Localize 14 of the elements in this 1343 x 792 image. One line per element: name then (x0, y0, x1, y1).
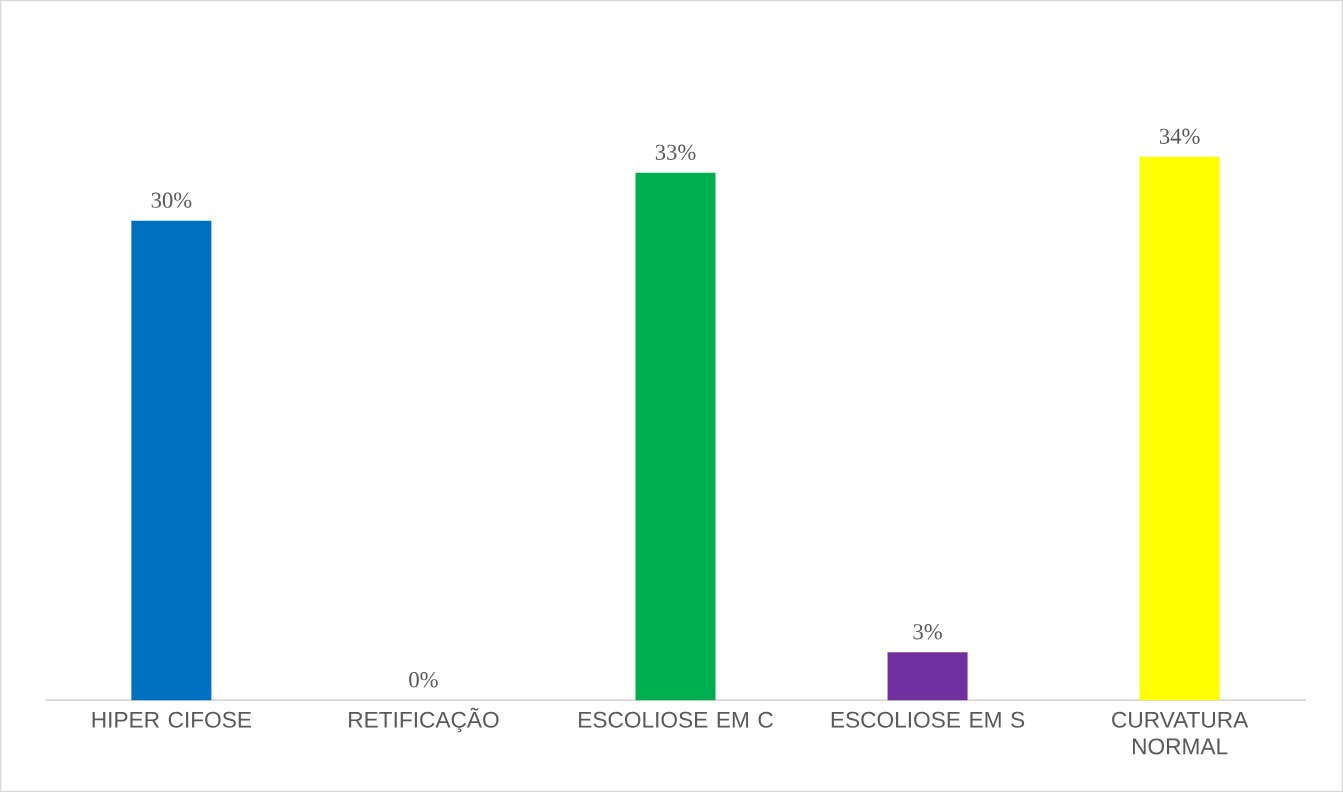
x-tick-label: ESCOLIOSE EM S (831, 711, 1025, 728)
data-label: 30% (151, 192, 192, 208)
x-tick-label: CURVATURA NORMAL (1112, 711, 1249, 755)
bar (1139, 156, 1220, 701)
x-tick-label: ESCOLIOSE EM C (579, 711, 773, 728)
data-label: 0% (409, 671, 438, 688)
bar (131, 220, 212, 701)
data-label: 33% (655, 144, 696, 160)
bar (887, 652, 968, 701)
bar (635, 172, 716, 701)
data-label: 3% (913, 624, 942, 640)
data-label: 34% (1159, 128, 1200, 144)
x-tick-label: HIPER CIFOSE (92, 711, 252, 728)
x-tick-label: RETIFICAÇÃO (349, 707, 499, 733)
